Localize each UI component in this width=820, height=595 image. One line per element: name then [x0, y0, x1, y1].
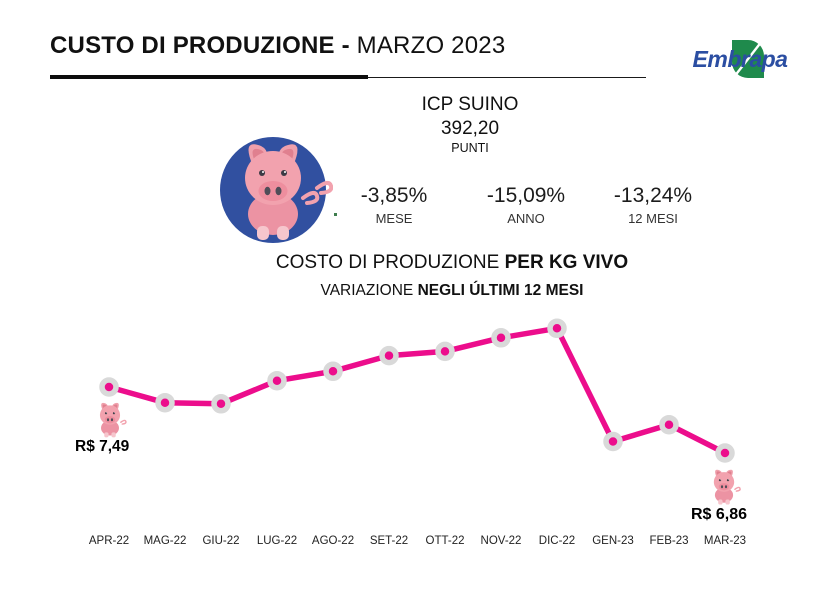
month-label-OTT-22: OTT-22 — [425, 535, 465, 547]
stat-month-label: MESE — [375, 211, 413, 226]
month-label-LUG-22: LUG-22 — [256, 535, 298, 547]
stat-12months: -13,24% 12 MESI — [583, 184, 723, 226]
tiny-dot — [334, 213, 337, 216]
month-axis: APR-22 MAG-22 GIU-22 LUG-22 AGO-22 SET-22 OTT-… — [0, 535, 820, 549]
month-label-AGO-22: AGO-22 — [311, 535, 355, 547]
stat-year-value: -15,09% — [486, 184, 566, 207]
data-point-marker-FEB-23 — [659, 414, 679, 435]
pig-badge — [213, 128, 334, 248]
chart-subtitle-line1: COSTO DI PRODUZIONE PER KG VIVO — [152, 252, 752, 274]
stat-year-label: ANNO — [507, 211, 545, 226]
month-label-MAR-23: MAR-23 — [703, 535, 747, 547]
month-label-GEN-23: GEN-23 — [592, 535, 634, 547]
data-point-marker-LUG-22 — [267, 370, 287, 391]
stat-month-value: -3,85% — [360, 184, 428, 207]
pig-icon-last-point — [713, 468, 741, 506]
index-unit: PUNTI — [451, 140, 489, 155]
pig-in-circle-icon — [220, 137, 334, 243]
page-title-bold: CUSTO DI PRODUZIONE - — [50, 32, 350, 59]
data-point-marker-MAR-23 — [715, 443, 735, 463]
subtitle1-regular: COSTO DI PRODUZIONE — [275, 252, 505, 273]
embrapa-leaf-icon — [732, 40, 764, 78]
data-point-marker-NOV-22 — [491, 328, 511, 348]
subtitle1-bold: PER KG VIVO — [504, 252, 629, 273]
page-title: CUSTO DI PRODUZIONE - MARZO 2023 — [50, 32, 505, 60]
data-point-marker-AGO-22 — [323, 361, 343, 382]
embrapa-logo: Embrapa — [690, 38, 790, 80]
month-label-DIC-22: DIC-22 — [538, 535, 576, 547]
data-point-marker-MAG-22 — [155, 392, 175, 413]
data-point-marker-DIC-22 — [547, 318, 567, 339]
month-label-NOV-22: NOV-22 — [480, 535, 522, 547]
chart-subtitle-line2: VARIAZIONE NEGLI ÚLTIMI 12 MESI — [152, 282, 752, 300]
stat-12months-value: -13,24% — [613, 184, 693, 207]
month-label-MAG-22: MAG-22 — [143, 535, 187, 547]
stat-month: -3,85% MESE — [324, 184, 464, 226]
title-underline-thick — [50, 75, 368, 79]
stat-12months-label: 12 MESI — [628, 211, 678, 226]
data-point-marker-APR-22 — [99, 377, 119, 397]
data-point-marker-GEN-23 — [603, 431, 623, 452]
index-value: 392,20 — [440, 117, 500, 139]
data-point-marker-OTT-22 — [435, 341, 455, 362]
month-label-FEB-23: FEB-23 — [649, 535, 689, 547]
stat-year: -15,09% ANNO — [456, 184, 596, 226]
page-title-regular: MARZO 2023 — [356, 32, 506, 59]
first-point-value-label: R$ 7,49 — [75, 438, 130, 455]
chart-subtitle: COSTO DI PRODUZIONE PER KG VIVO VARIAZIO… — [152, 252, 752, 300]
month-label-APR-22: APR-22 — [88, 535, 130, 547]
index-block: ICP SUINO 392,20 PUNTI — [350, 94, 590, 156]
last-point-value-label: R$ 6,86 — [691, 506, 748, 523]
cost-line — [108, 325, 727, 456]
month-label-SET-22: SET-22 — [369, 535, 409, 547]
data-point-marker-GIU-22 — [211, 394, 231, 414]
data-point-marker-SET-22 — [379, 345, 399, 366]
pig-icon-first-point — [99, 402, 127, 439]
embrapa-logo-text: Embrapa — [692, 46, 788, 72]
index-name: ICP SUINO — [421, 94, 519, 115]
month-label-GIU-22: GIU-22 — [202, 535, 240, 547]
subtitle2-regular: VARIAZIONE — [320, 282, 418, 299]
subtitle2-bold: NEGLI ÚLTIMI 12 MESI — [417, 282, 584, 299]
